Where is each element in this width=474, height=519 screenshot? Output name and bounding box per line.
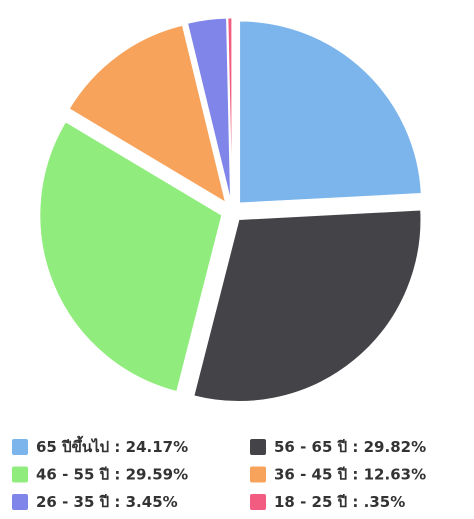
legend-swatch — [12, 439, 28, 455]
pie-slice — [68, 24, 227, 204]
legend-value: 3.45% — [126, 493, 178, 511]
pie-slice — [39, 121, 223, 393]
legend-swatch — [12, 466, 28, 483]
legend-label: 18 - 25 ปี : .35% — [274, 493, 405, 511]
legend-separator: : — [109, 465, 125, 483]
legend-name: 18 - 25 ปี — [274, 493, 347, 511]
legend-separator: : — [347, 438, 363, 456]
legend-label: 26 - 35 ปี : 3.45% — [36, 493, 178, 511]
legend-label: 65 ปีขึ้นไป : 24.17% — [36, 435, 188, 456]
legend-value: 29.59% — [126, 465, 188, 483]
legend-name: 36 - 45 ปี — [274, 465, 347, 483]
legend-name: 26 - 35 ปี — [36, 493, 109, 511]
legend-swatch — [250, 494, 266, 510]
legend-name: 46 - 55 ปี — [36, 465, 109, 483]
legend-separator: : — [109, 438, 125, 456]
legend-separator: : — [347, 493, 363, 511]
legend-swatch — [250, 439, 266, 455]
legend-value: 29.82% — [364, 438, 426, 456]
legend-value: 24.17% — [126, 438, 188, 456]
legend-label: 36 - 45 ปี : 12.63% — [274, 465, 426, 483]
pie-slice — [227, 17, 233, 201]
pie-slice — [193, 209, 422, 403]
pie-slice — [186, 17, 232, 201]
legend-value: 12.63% — [364, 465, 426, 483]
legend-swatch — [250, 466, 266, 483]
pie-slice — [239, 20, 422, 204]
legend-label: 56 - 65 ปี : 29.82% — [274, 438, 426, 456]
legend-name: 65 ปีขึ้นไป — [36, 435, 109, 456]
legend-separator: : — [347, 465, 363, 483]
legend-separator: : — [109, 493, 125, 511]
legend-swatch — [12, 494, 28, 510]
legend-name: 56 - 65 ปี — [274, 438, 347, 456]
legend-label: 46 - 55 ปี : 29.59% — [36, 465, 188, 483]
legend-value: .35% — [364, 493, 406, 511]
